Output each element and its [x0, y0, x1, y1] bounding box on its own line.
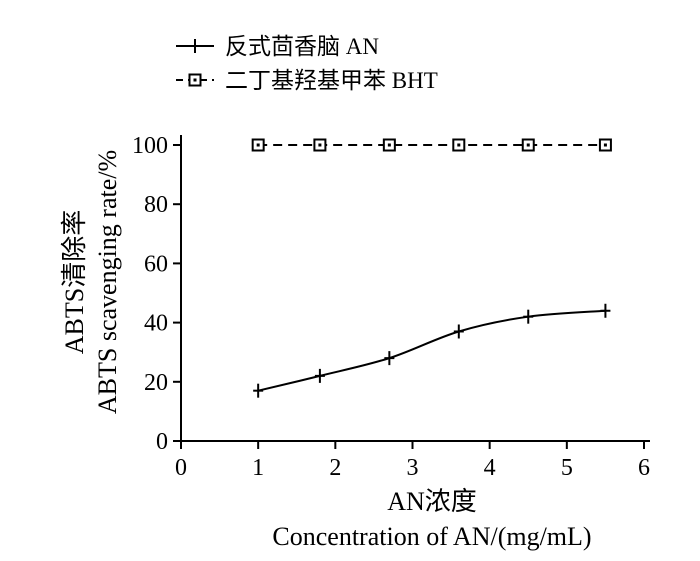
y-tick-label: 0 — [156, 429, 168, 455]
x-tick-label: 5 — [561, 455, 573, 481]
data-point — [598, 138, 612, 152]
x-tick-label: 1 — [252, 455, 264, 481]
data-point — [523, 309, 534, 324]
y-axis-title-en: ABTS scavenging rate/% — [93, 150, 122, 414]
series-line — [257, 309, 606, 392]
x-tick-label: 3 — [407, 455, 419, 481]
legend-label: 二丁基羟基甲苯 BHT — [225, 68, 438, 93]
x-tick-label: 6 — [638, 455, 650, 481]
legend-item: 二丁基羟基甲苯 BHT — [176, 68, 438, 93]
x-tick-label: 0 — [175, 455, 187, 481]
series-layer — [251, 138, 612, 398]
x-tick-label: 4 — [484, 455, 496, 481]
x-axis-title: AN浓度 — [387, 487, 477, 516]
data-point — [313, 138, 327, 152]
legend: 反式茴香脑 AN 二丁基羟基甲苯 BHT — [176, 34, 438, 93]
y-tick-label: 40 — [144, 311, 168, 337]
data-point — [188, 73, 202, 87]
data-point — [600, 303, 611, 318]
x-axis-title-en: Concentration of AN/(mg/mL) — [272, 522, 591, 551]
data-point — [382, 138, 396, 152]
y-tick-label: 20 — [144, 370, 168, 396]
y-tick-label: 100 — [132, 133, 168, 159]
data-point — [253, 383, 264, 398]
y-axis-title: ABTS清除率 — [60, 210, 89, 354]
data-point — [190, 39, 200, 53]
y-tick-label: 80 — [144, 192, 168, 218]
x-tick-label: 2 — [329, 455, 341, 481]
data-point — [453, 324, 464, 339]
data-point — [251, 138, 265, 152]
data-point — [521, 138, 535, 152]
data-point — [384, 351, 395, 366]
y-tick-label: 60 — [144, 251, 168, 277]
legend-label: 反式茴香脑 AN — [225, 34, 379, 59]
data-point — [452, 138, 466, 152]
data-point — [314, 368, 325, 383]
legend-item: 反式茴香脑 AN — [176, 34, 379, 59]
